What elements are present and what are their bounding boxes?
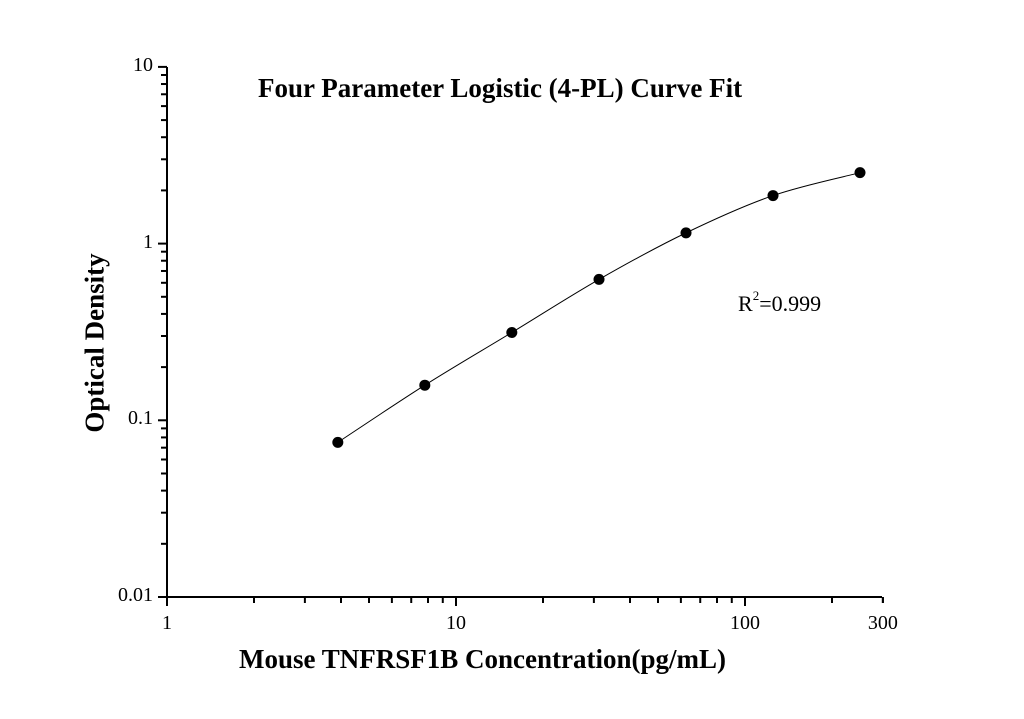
y-tick-label: 10: [133, 53, 153, 76]
data-points: [332, 167, 866, 448]
y-tick-label: 0.1: [128, 407, 153, 430]
data-point: [506, 326, 518, 338]
y-tick-label: 0.01: [118, 584, 153, 606]
x-tick-label: 1: [162, 612, 172, 634]
data-point: [332, 436, 344, 448]
chart-title: Four Parameter Logistic (4-PL) Curve Fit: [258, 73, 743, 103]
x-tick-label: 300: [867, 612, 898, 634]
data-point: [680, 227, 692, 239]
y-axis-label: Optical Density: [79, 253, 110, 433]
x-axis-label: Mouse TNFRSF1B Concentration(pg/mL): [239, 644, 727, 674]
r-squared-annotation: R2=0.999: [738, 288, 822, 316]
x-tick-label: 100: [730, 612, 760, 634]
x-tick-label: 10: [446, 612, 466, 634]
data-point: [419, 379, 431, 391]
data-point: [767, 190, 779, 202]
y-tick-label: 1: [143, 230, 153, 253]
data-point: [854, 167, 866, 179]
data-point: [593, 273, 605, 285]
